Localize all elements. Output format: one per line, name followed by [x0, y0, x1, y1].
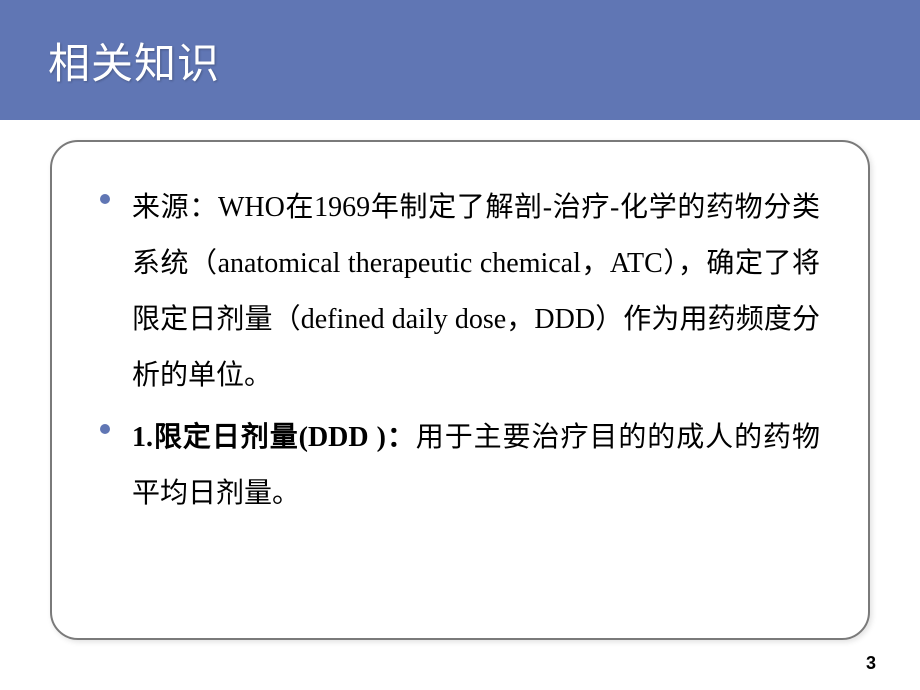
bullet-body: 来源：WHO在1969年制定了解剖-治疗-化学的药物分类系统（anatomica…	[132, 192, 820, 391]
bullet-prefix-bold: 1.限定日剂量(DDD )：	[132, 422, 416, 453]
bullet-text: 1.限定日剂量(DDD )：用于主要治疗目的的成人的药物平均日剂量。	[132, 410, 820, 522]
title-band: 相关知识	[0, 0, 920, 120]
bullet-text: 来源：WHO在1969年制定了解剖-治疗-化学的药物分类系统（anatomica…	[132, 180, 820, 404]
bullet-dot-icon	[100, 194, 110, 204]
bullet-dot-icon	[100, 424, 110, 434]
bullet-item: 来源：WHO在1969年制定了解剖-治疗-化学的药物分类系统（anatomica…	[100, 180, 820, 404]
page-number: 3	[866, 653, 876, 674]
slide: 相关知识 来源：WHO在1969年制定了解剖-治疗-化学的药物分类系统（anat…	[0, 0, 920, 690]
bullet-item: 1.限定日剂量(DDD )：用于主要治疗目的的成人的药物平均日剂量。	[100, 410, 820, 522]
slide-title: 相关知识	[48, 30, 220, 91]
content-card: 来源：WHO在1969年制定了解剖-治疗-化学的药物分类系统（anatomica…	[50, 140, 870, 640]
